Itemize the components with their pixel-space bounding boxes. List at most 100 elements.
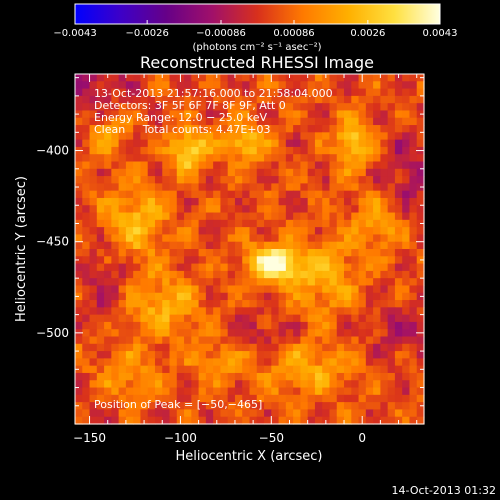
heatmap-cell — [394, 270, 403, 279]
heatmap-cell — [336, 103, 345, 112]
heatmap-cell — [365, 95, 374, 104]
heatmap-cell — [271, 241, 280, 250]
heatmap-cell — [278, 139, 287, 148]
heatmap-cell — [198, 314, 207, 323]
heatmap-cell — [271, 205, 280, 214]
heatmap-cell — [162, 300, 171, 308]
heatmap-cell — [336, 219, 345, 228]
heatmap-cell — [111, 212, 120, 221]
heatmap-cell — [118, 219, 127, 228]
heatmap-cell — [380, 365, 389, 374]
heatmap-cell — [365, 409, 374, 418]
heatmap-cell — [271, 183, 280, 192]
heatmap-cell — [394, 394, 403, 403]
heatmap-cell — [140, 190, 149, 199]
heatmap-cell — [358, 95, 367, 104]
heatmap-cell — [133, 307, 142, 316]
heatmap-cell — [220, 110, 229, 119]
heatmap-cell — [365, 416, 374, 425]
heatmap-cell — [154, 205, 163, 214]
heatmap-cell — [227, 387, 236, 396]
heatmap-cell — [234, 103, 243, 112]
heatmap-cell — [125, 402, 134, 411]
heatmap-cell — [154, 212, 163, 221]
heatmap-cell — [213, 241, 222, 250]
heatmap-cell — [162, 336, 171, 345]
heatmap-cell — [125, 372, 134, 381]
heatmap-cell — [358, 285, 367, 294]
heatmap-cell — [322, 358, 331, 367]
heatmap-cell — [154, 402, 163, 411]
heatmap-cell — [264, 168, 272, 177]
heatmap-cell — [154, 300, 163, 308]
heatmap-cell — [249, 110, 258, 119]
heatmap-cell — [191, 212, 200, 221]
heatmap-cell — [234, 329, 243, 338]
heatmap-cell — [394, 117, 403, 126]
heatmap-cell — [191, 219, 200, 228]
heatmap-cell — [227, 321, 236, 330]
heatmap-cell — [336, 205, 345, 214]
heatmap-cell — [307, 117, 316, 126]
heatmap-cell — [314, 270, 323, 279]
heatmap-cell — [205, 110, 214, 119]
heatmap-cell — [285, 161, 294, 170]
heatmap-cell — [249, 278, 258, 287]
heatmap-cell — [234, 365, 243, 374]
heatmap-cell — [314, 146, 323, 155]
heatmap-cell — [314, 176, 323, 184]
heatmap-cell — [394, 249, 403, 257]
heatmap-cell — [264, 81, 272, 90]
heatmap-cell — [358, 365, 367, 374]
heatmap-cell — [264, 190, 272, 199]
heatmap-cell — [307, 321, 316, 330]
heatmap-cell — [278, 95, 287, 104]
heatmap-cell — [111, 358, 120, 367]
heatmap-cell — [293, 190, 301, 199]
heatmap-cell — [147, 387, 156, 396]
heatmap-cell — [89, 234, 98, 243]
heatmap-cell — [82, 95, 91, 104]
heatmap-cell — [104, 183, 112, 192]
heatmap-cell — [104, 110, 112, 119]
heatmap-cell — [329, 110, 338, 119]
heatmap-cell — [205, 394, 214, 403]
heatmap-cell — [205, 95, 214, 104]
heatmap-cell — [118, 117, 127, 126]
heatmap-cell — [307, 205, 316, 214]
heatmap-cell — [278, 110, 287, 119]
heatmap-cell — [409, 314, 418, 323]
heatmap-cell — [336, 402, 345, 411]
heatmap-cell — [176, 409, 185, 418]
heatmap-cell — [373, 146, 381, 155]
heatmap-cell — [89, 329, 98, 338]
heatmap-cell — [249, 168, 258, 177]
heatmap-cell — [169, 168, 178, 177]
heatmap-cell — [82, 139, 91, 148]
heatmap-cell — [75, 205, 83, 214]
heatmap-cell — [89, 336, 98, 345]
heatmap-cell — [293, 168, 301, 177]
heatmap-cell — [213, 110, 222, 119]
heatmap-cell — [111, 270, 120, 279]
heatmap-cell — [409, 81, 418, 90]
heatmap-cell — [416, 270, 425, 279]
heatmap-cell — [278, 270, 287, 279]
heatmap-cell — [264, 336, 272, 345]
heatmap-cell — [329, 234, 338, 243]
heatmap-cell — [409, 351, 418, 359]
heatmap-cell — [75, 197, 83, 206]
heatmap-cell — [351, 416, 360, 425]
heatmap-cell — [227, 227, 236, 236]
heatmap-cell — [344, 103, 352, 112]
heatmap-cell — [125, 81, 134, 90]
heatmap-cell — [394, 314, 403, 323]
heatmap-cell — [307, 161, 316, 170]
heatmap-cell — [344, 81, 352, 90]
heatmap-cell — [242, 307, 251, 316]
heatmap-cell — [147, 270, 156, 279]
heatmap-cell — [205, 117, 214, 126]
heatmap-cell — [125, 321, 134, 330]
x-axis-title: Heliocentric X (arcsec) — [176, 449, 323, 464]
heatmap-cell — [234, 95, 243, 104]
